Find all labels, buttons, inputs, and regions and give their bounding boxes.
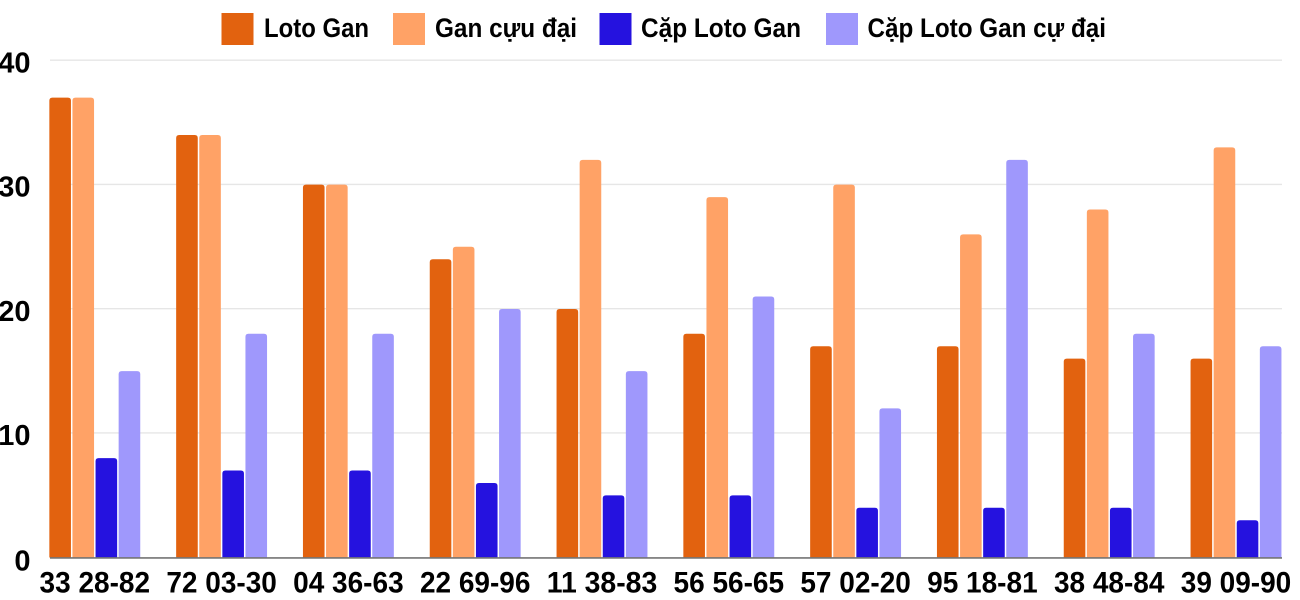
svg-text:22 69-96: 22 69-96	[420, 567, 531, 600]
svg-text:20: 20	[0, 296, 31, 328]
svg-text:0: 0	[14, 546, 30, 578]
svg-text:72 03-30: 72 03-30	[166, 567, 277, 600]
svg-text:Loto Gan: Loto Gan	[264, 13, 369, 43]
svg-text:04 36-63: 04 36-63	[293, 567, 404, 600]
svg-text:Cặp Loto Gan: Cặp Loto Gan	[641, 13, 801, 43]
svg-text:38 48-84: 38 48-84	[1054, 567, 1165, 600]
svg-text:95 18-81: 95 18-81	[927, 567, 1038, 600]
svg-text:39 09-90: 39 09-90	[1181, 567, 1292, 600]
svg-text:Cặp Loto Gan cự đại: Cặp Loto Gan cự đại	[868, 13, 1107, 43]
svg-text:10: 10	[0, 420, 31, 452]
svg-text:56 56-65: 56 56-65	[674, 567, 785, 600]
svg-text:Gan cựu đại: Gan cựu đại	[435, 13, 577, 43]
svg-text:33 28-82: 33 28-82	[40, 567, 151, 600]
svg-text:11 38-83: 11 38-83	[547, 567, 658, 600]
svg-text:40: 40	[0, 47, 31, 79]
svg-text:57 02-20: 57 02-20	[800, 567, 911, 600]
svg-text:30: 30	[0, 172, 31, 204]
